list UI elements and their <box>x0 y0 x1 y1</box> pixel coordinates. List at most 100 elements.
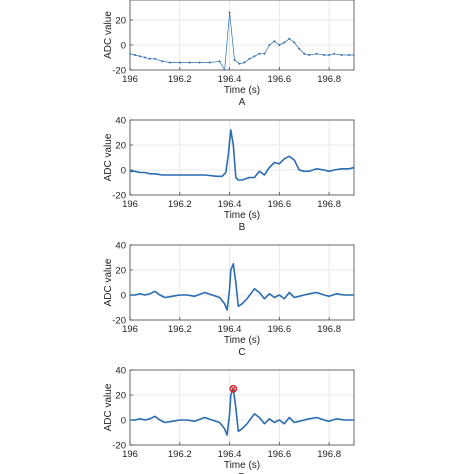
y-tick-label: 0 <box>121 166 126 177</box>
x-axis-label: Time (s) <box>224 335 260 346</box>
panel-caption: A <box>239 97 246 108</box>
data-point <box>278 44 281 46</box>
x-tick-label: 196.4 <box>218 324 242 335</box>
chart-panel-b: 196 196.2 196.4 196.6 196.8 -20 0 20 40 Time (s) A… <box>103 116 355 233</box>
plot-area <box>130 129 354 181</box>
data-point <box>130 52 131 55</box>
x-tick-label: 196.6 <box>267 449 291 460</box>
y-tick-label: 40 <box>115 366 126 377</box>
y-tick-label: -20 <box>112 316 126 327</box>
data-point <box>353 54 354 56</box>
y-tick-label: 40 <box>115 116 126 127</box>
axes-frame <box>129 119 355 196</box>
x-tick-label: 196 <box>122 324 138 335</box>
data-point <box>268 44 271 46</box>
chart-panel-d: 196 196.2 196.4 196.6 196.8 -20 0 20 40 Time (s) A… <box>103 366 355 474</box>
y-tick-label: 0 <box>121 416 126 427</box>
x-tick-label: 196.6 <box>267 324 291 335</box>
series-line <box>130 129 354 181</box>
grid <box>129 119 354 196</box>
y-axis-label: ADC value <box>103 133 114 181</box>
data-point <box>178 61 181 64</box>
data-point <box>248 57 251 60</box>
y-tick-label: 40 <box>115 241 126 252</box>
data-point <box>161 60 164 63</box>
data-point <box>143 56 146 59</box>
panel-caption: C <box>238 347 245 358</box>
axes-frame <box>129 244 355 321</box>
data-point <box>168 61 171 64</box>
plot-area <box>130 384 354 436</box>
x-tick-label: 196.8 <box>317 324 341 335</box>
peak-marker <box>229 384 238 393</box>
data-point <box>293 41 296 44</box>
x-tick-label: 196.4 <box>218 449 242 460</box>
data-point <box>253 55 256 58</box>
y-tick-label: 20 <box>115 16 126 27</box>
x-tick-label: 196.2 <box>168 449 192 460</box>
x-tick-label: 196.2 <box>168 324 192 335</box>
data-point <box>233 59 236 61</box>
data-point <box>315 52 318 55</box>
x-axis-label: Time (s) <box>224 210 260 221</box>
data-point <box>323 54 326 56</box>
data-point <box>283 41 286 44</box>
y-tick-label: 0 <box>121 41 126 52</box>
panel-caption: B <box>239 222 246 233</box>
data-point <box>138 55 141 58</box>
data-point <box>340 54 343 56</box>
data-point <box>273 40 276 43</box>
data-point <box>263 52 266 55</box>
x-axis-label: Time (s) <box>224 460 260 471</box>
y-axis-label: ADC value <box>103 258 114 306</box>
y-tick-label: 0 <box>121 291 126 302</box>
series-line <box>130 262 354 311</box>
data-point <box>208 61 211 64</box>
x-tick-label: 196 <box>122 449 138 460</box>
data-point <box>223 69 226 70</box>
grid <box>129 369 354 446</box>
data-point <box>148 57 151 60</box>
y-axis-label: ADC value <box>103 11 114 59</box>
y-tick-label: 20 <box>115 141 126 152</box>
x-tick-label: 196 <box>122 199 138 210</box>
data-point <box>333 52 336 55</box>
x-tick-label: 196.2 <box>168 74 192 85</box>
axes-frame <box>129 0 355 71</box>
series-line <box>130 387 354 436</box>
x-tick-label: 196.8 <box>317 199 341 210</box>
data-point <box>348 54 351 56</box>
x-axis-label: Time (s) <box>224 85 260 96</box>
x-tick-label: 196.4 <box>218 199 242 210</box>
y-tick-label: -20 <box>112 191 126 202</box>
panel-caption: D <box>238 472 245 474</box>
data-point <box>303 52 306 55</box>
series-line <box>130 12 354 70</box>
data-point <box>288 37 291 40</box>
y-tick-label: 20 <box>115 266 126 277</box>
data-point <box>188 61 191 64</box>
grid <box>129 0 354 71</box>
x-tick-label: 196 <box>122 74 138 85</box>
x-tick-label: 196.6 <box>267 199 291 210</box>
data-point <box>308 54 311 56</box>
chart-panel-c: 196 196.2 196.4 196.6 196.8 -20 0 20 40 Time (s) A… <box>103 241 355 358</box>
data-point <box>133 54 136 56</box>
y-tick-label: -20 <box>112 66 126 77</box>
x-tick-label: 196.8 <box>317 74 341 85</box>
data-point <box>228 11 231 14</box>
y-tick-label: 20 <box>115 391 126 402</box>
x-tick-label: 196.2 <box>168 199 192 210</box>
x-tick-label: 196.4 <box>218 74 242 85</box>
data-point <box>238 62 241 65</box>
data-point <box>218 60 221 63</box>
axes-frame <box>129 369 355 446</box>
y-axis-label: ADC value <box>103 383 114 431</box>
x-tick-label: 196.6 <box>267 74 291 85</box>
grid <box>129 244 354 321</box>
data-point <box>198 61 201 64</box>
y-tick-label: -20 <box>112 441 126 452</box>
data-point <box>258 52 261 55</box>
data-point <box>153 57 156 60</box>
